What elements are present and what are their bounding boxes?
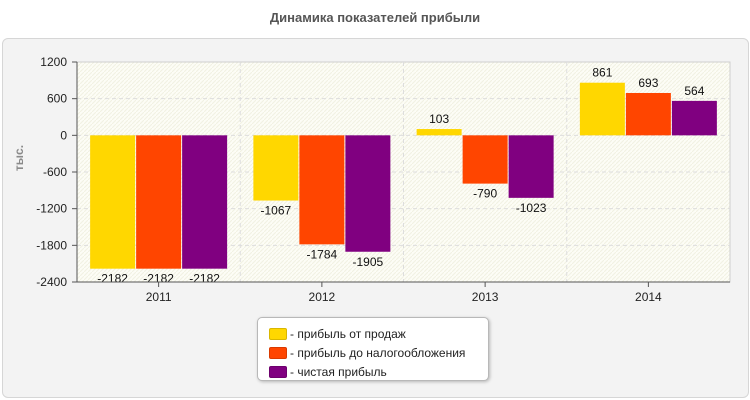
- legend-item-pretax-profit[interactable]: - прибыль до налогообложения: [269, 343, 488, 362]
- y-tick-label: -600: [43, 165, 67, 179]
- y-tick-label: -1800: [36, 238, 67, 252]
- legend-label-pretax-profit: - прибыль до налогообложения: [290, 345, 466, 360]
- data-label-sales-profit-2013: 103: [429, 112, 449, 126]
- bar-pretax-profit-2014[interactable]: [625, 92, 671, 136]
- bar-net-profit-2011[interactable]: [182, 135, 228, 269]
- legend-swatch-sales-profit: [269, 327, 287, 340]
- y-tick-label: 1200: [40, 55, 67, 69]
- data-label-pretax-profit-2014: 693: [638, 76, 658, 90]
- x-tick-label-2014: 2014: [635, 290, 662, 304]
- bar-sales-profit-2012[interactable]: [253, 135, 299, 201]
- bar-pretax-profit-2013[interactable]: [462, 135, 508, 184]
- data-label-net-profit-2011: -2182: [189, 272, 220, 286]
- x-tick-label-2011: 2011: [146, 290, 172, 304]
- bar-sales-profit-2014[interactable]: [579, 82, 625, 136]
- bar-net-profit-2014[interactable]: [671, 100, 717, 136]
- data-label-sales-profit-2014: 861: [592, 66, 612, 80]
- x-tick-labels: 2011 2012 2013 2014: [146, 282, 662, 304]
- data-label-net-profit-2013: -1023: [516, 201, 547, 215]
- data-label-net-profit-2014: 564: [684, 84, 704, 98]
- data-label-net-profit-2012: -1905: [353, 255, 384, 269]
- data-label-pretax-profit-2013: -790: [473, 187, 497, 201]
- y-tick-label: -1200: [36, 202, 67, 216]
- y-tick-label: 600: [47, 92, 67, 106]
- legend-item-net-profit[interactable]: - чистая прибыль: [269, 362, 488, 381]
- legend-swatch-pretax-profit: [269, 346, 287, 359]
- data-label-sales-profit-2011: -2182: [97, 272, 128, 286]
- x-tick-label-2012: 2012: [309, 290, 336, 304]
- bar-pretax-profit-2011[interactable]: [136, 135, 182, 269]
- chart-title: Динамика показателей прибыли: [269, 10, 481, 25]
- legend-item-sales-profit[interactable]: - прибыль от продаж: [269, 324, 488, 343]
- y-tick-labels: 1200 600 0 -600 -1200 -1800 -2400: [36, 55, 77, 289]
- legend: - прибыль от продаж - прибыль до налогоо…: [257, 317, 489, 381]
- y-axis-label: тыс.: [12, 145, 26, 171]
- bars: [90, 82, 717, 269]
- y-tick-label: -2400: [36, 275, 67, 289]
- bar-net-profit-2013[interactable]: [508, 135, 554, 198]
- data-label-sales-profit-2012: -1067: [261, 204, 292, 218]
- bar-net-profit-2012[interactable]: [345, 135, 391, 252]
- legend-swatch-net-profit: [269, 365, 287, 378]
- data-label-pretax-profit-2012: -1784: [307, 247, 338, 261]
- bar-pretax-profit-2012[interactable]: [299, 135, 345, 245]
- legend-label-sales-profit: - прибыль от продаж: [290, 326, 406, 341]
- bar-sales-profit-2011[interactable]: [90, 135, 136, 269]
- legend-label-net-profit: - чистая прибыль: [290, 364, 387, 379]
- x-tick-label-2013: 2013: [472, 290, 499, 304]
- bar-sales-profit-2013[interactable]: [416, 129, 462, 136]
- y-tick-label: 0: [60, 128, 67, 142]
